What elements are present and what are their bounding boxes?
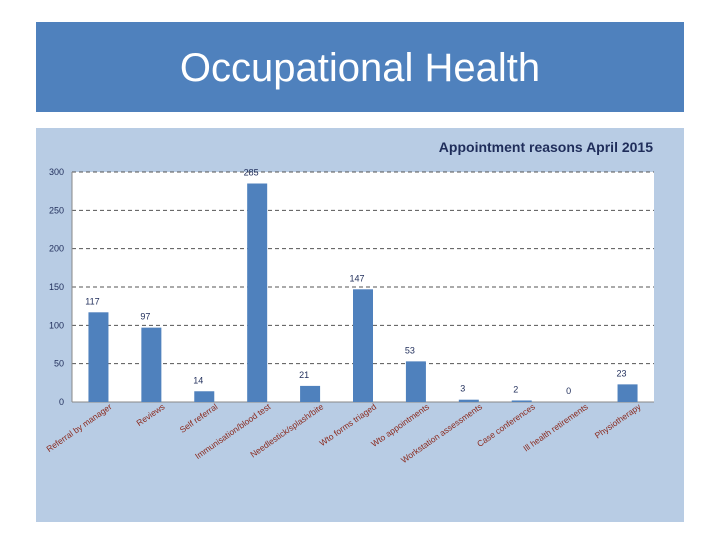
- y-tick-label: 300: [49, 167, 64, 177]
- data-label: 2: [513, 384, 518, 394]
- bar-chart: 0 50 100 150 200 250 300 117 Referral by manager…: [44, 139, 654, 465]
- bar-wto-appointments: [405, 361, 426, 402]
- data-label: 14: [193, 375, 203, 385]
- x-tick-label: Physiotherapy: [593, 401, 643, 441]
- data-label: 117: [85, 296, 99, 306]
- data-label: 3: [460, 384, 465, 394]
- bar-case-conferences: [511, 400, 532, 402]
- y-tick-label: 50: [54, 359, 64, 369]
- x-tick-label: Self referral: [178, 401, 220, 434]
- bar-self-referral: [194, 391, 215, 402]
- data-label: 0: [566, 386, 571, 396]
- y-tick-label: 200: [49, 244, 64, 254]
- bar-workstation-assessments: [458, 399, 479, 402]
- data-label: 285: [244, 168, 259, 178]
- data-label: 53: [405, 345, 415, 355]
- bar-immunisation-blood-test: [247, 183, 268, 402]
- bar-needlestick-splash-bite: [300, 385, 321, 402]
- bar-physiotherapy: [617, 384, 638, 402]
- bar-referral-by-manager: [88, 312, 109, 402]
- bar-reviews: [141, 327, 162, 402]
- data-label: 21: [299, 370, 309, 380]
- title-banner: Occupational Health: [36, 22, 684, 112]
- x-tick-label: Referral by manager: [44, 401, 113, 454]
- y-tick-label: 100: [49, 320, 64, 330]
- y-tick-label: 150: [49, 282, 64, 292]
- x-tick-label: Reviews: [134, 401, 166, 428]
- data-label: 23: [617, 368, 627, 378]
- data-label: 97: [140, 312, 150, 322]
- bar-wto-forms-triaged: [353, 289, 373, 402]
- y-tick-label: 250: [49, 205, 64, 215]
- y-tick-label: 0: [59, 397, 64, 407]
- data-label: 147: [349, 273, 364, 283]
- chart-panel: 0 50 100 150 200 250 300 117 Referral by manager…: [36, 128, 684, 522]
- chart-title: Appointment reasons April 2015: [439, 139, 653, 155]
- slide-title: Occupational Health: [179, 46, 541, 90]
